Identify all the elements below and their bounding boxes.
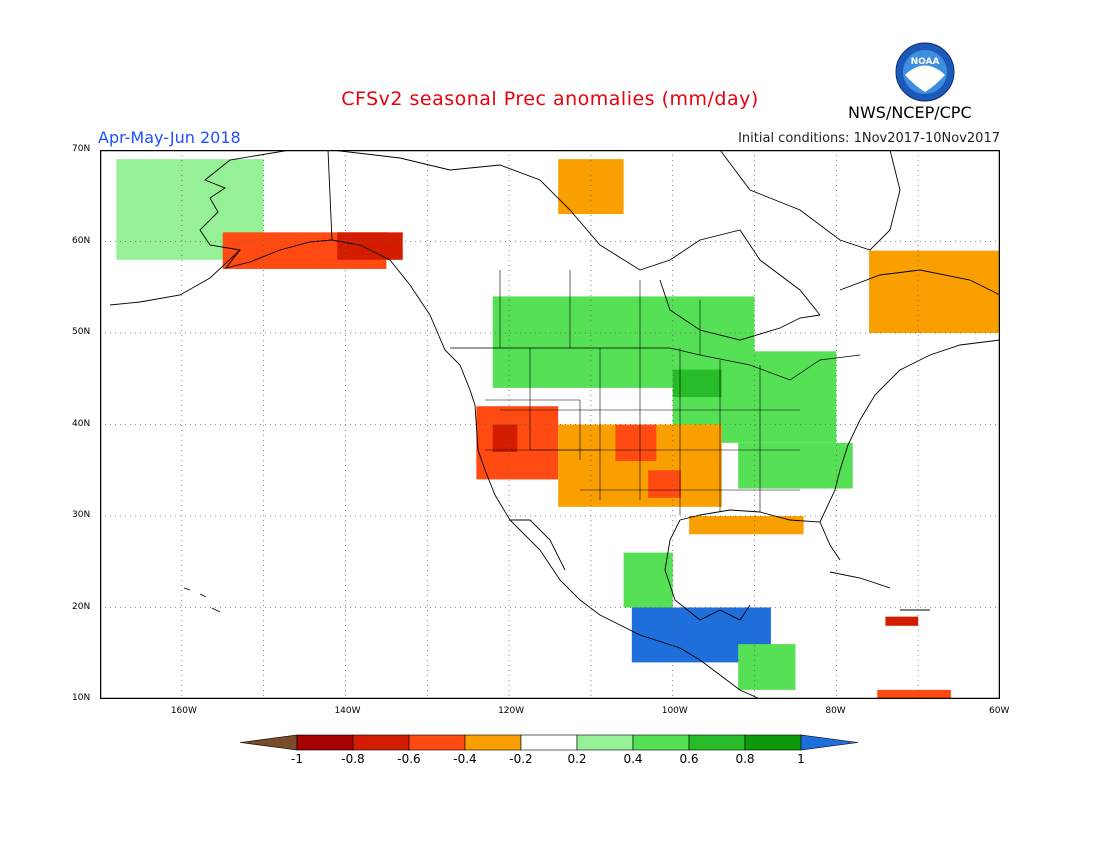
map-border <box>100 150 1000 699</box>
alaska-coast <box>199 150 333 269</box>
colorbar-tick-label: -0.8 <box>341 752 365 766</box>
colorbar-extend-low <box>240 734 298 751</box>
anomaly-region-hispaniola-dry <box>885 616 919 626</box>
colorbar-tick-label: 0.6 <box>679 752 699 766</box>
anomaly-region-northern-plains-wet <box>672 369 722 398</box>
canada-arctic-coast <box>331 150 821 316</box>
lat-label: 30N <box>72 510 91 520</box>
central-america-coast <box>599 614 761 699</box>
baja-coast <box>510 519 566 571</box>
state-boundaries <box>485 348 800 515</box>
labrador-coast <box>839 269 1000 296</box>
lat-label: 40N <box>72 418 91 429</box>
precipitation-anomaly-map <box>100 150 1000 699</box>
anomaly-region-colorado-dry <box>615 424 657 462</box>
east-coast-us <box>819 339 1000 523</box>
west-coast-na <box>429 314 601 616</box>
lon-label: 120W <box>498 706 525 716</box>
colorbar-segment <box>744 734 802 751</box>
colorbar-segment <box>520 734 578 751</box>
anomaly-region-canada-arctic-dry <box>558 159 624 215</box>
lon-label: 100W <box>661 706 688 716</box>
colorbar-segment <box>408 734 466 751</box>
colorbar <box>240 734 859 751</box>
anomaly-region-central-america-wet <box>738 644 796 690</box>
agency-label: NWS/NCEP/CPC <box>848 103 972 122</box>
hawaii-islands <box>183 587 221 613</box>
hudson-bay-coast <box>659 279 821 341</box>
yucatan-coast <box>699 604 751 621</box>
aleutian-coast <box>109 249 241 306</box>
anomaly-region-venezuela-dry <box>877 689 951 699</box>
cuba-coast <box>829 571 891 589</box>
lon-label: 80W <box>825 706 846 716</box>
anomaly-region-mexico-wet <box>623 552 673 608</box>
baffin-coast <box>719 150 901 251</box>
colorbar-segment <box>296 734 354 751</box>
colorbar-segment <box>632 734 690 751</box>
lon-label: 60W <box>989 706 1010 716</box>
anomaly-region-texas-dry <box>648 470 681 498</box>
forecast-period: Apr-May-Jun 2018 <box>98 128 241 147</box>
alaska-panhandle <box>331 239 431 316</box>
lon-label: 160W <box>170 706 197 716</box>
coastline-layer <box>109 150 1000 699</box>
colorbar-tick-label: 1 <box>797 752 805 766</box>
us-canada-border <box>450 347 861 381</box>
chart-title: CFSv2 seasonal Prec anomalies (mm/day) <box>341 88 759 110</box>
logo-text: NOAA <box>911 57 940 67</box>
colorbar-segment <box>576 734 634 751</box>
colorbar-tick-label: 0.4 <box>623 752 643 766</box>
lat-label: 70N <box>72 144 91 154</box>
colorbar-tick-label: -0.6 <box>397 752 421 766</box>
anomaly-layer <box>116 159 1000 699</box>
noaa-logo-icon: NOAA <box>895 42 955 102</box>
lat-label: 50N <box>72 327 91 337</box>
anomaly-region-california-dry <box>476 406 559 480</box>
lat-label: 10N <box>72 693 91 703</box>
colorbar-tick-label: 0.8 <box>735 752 755 766</box>
lat-label: 60N <box>72 235 91 246</box>
anomaly-region-gulf-alaska-dry <box>337 232 403 260</box>
anomaly-region-nevada-core-dry <box>492 424 518 452</box>
colorbar-extend-high <box>800 734 859 751</box>
mexico-gulf-coast <box>664 519 701 621</box>
colorbar-segment <box>688 734 746 751</box>
colorbar-tick-label: 0.2 <box>567 752 587 766</box>
anomaly-region-southeast-wet <box>738 442 853 489</box>
colorbar-tick-label: -0.2 <box>509 752 533 766</box>
colorbar-tick-label: -0.4 <box>453 752 477 766</box>
colorbar-segment <box>352 734 410 751</box>
anomaly-region-quebec-dry <box>869 250 1000 333</box>
lat-label: 20N <box>72 601 91 612</box>
colorbar-tick-label: -1 <box>291 752 303 766</box>
lon-label: 140W <box>334 706 361 716</box>
anomaly-region-gulf-coast-dry <box>689 516 804 535</box>
initial-conditions: Initial conditions: 1Nov2017-10Nov2017 <box>738 131 1000 146</box>
province-boundaries <box>499 270 701 355</box>
colorbar-segment <box>464 734 522 751</box>
grid-layer <box>100 150 1000 699</box>
